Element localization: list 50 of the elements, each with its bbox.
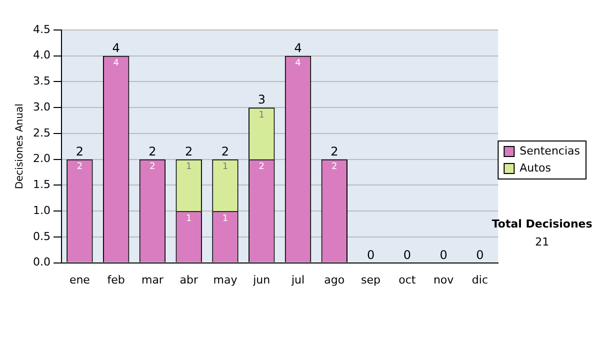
x-tick-label: oct [398, 273, 416, 286]
y-tick-label: 3.5 [32, 74, 50, 88]
total-label: 2 [148, 144, 156, 158]
total-label: 0 [476, 248, 484, 262]
y-tick-label: 3.0 [32, 100, 50, 114]
data-label: 4 [295, 58, 302, 69]
total-label: 0 [403, 248, 411, 262]
x-tick-label: jun [252, 273, 270, 286]
data-label: 2 [76, 162, 83, 172]
total-label: 2 [221, 144, 230, 158]
y-tick-label: 2.5 [32, 126, 50, 140]
total-label: 2 [330, 144, 338, 158]
data-label: 1 [222, 214, 228, 224]
data-label: 2 [332, 162, 338, 172]
x-tick-label: jul [290, 273, 305, 286]
y-tick-label: 4.0 [32, 48, 50, 62]
total-label: 4 [294, 40, 302, 55]
data-label: 2 [150, 162, 156, 172]
x-tick-label: sep [361, 273, 381, 286]
total-label: 4 [112, 40, 120, 55]
legend-label: Autos [520, 161, 552, 174]
y-tick-label: 0.5 [32, 230, 50, 243]
legend-label: Sentencias [520, 144, 580, 158]
x-tick-label: abr [180, 273, 198, 286]
y-tick-label: 0.0 [32, 256, 50, 269]
y-tick-label: 2.0 [32, 152, 50, 166]
y-tick-label: 4.5 [32, 22, 50, 36]
data-label: 1 [186, 162, 192, 172]
data-label: 1 [222, 162, 228, 172]
data-label: 1 [258, 110, 264, 120]
y-tick-label: 1.0 [32, 204, 50, 217]
x-tick-label: dic [472, 273, 488, 286]
x-tick-label: ago [324, 273, 345, 286]
data-label: 1 [186, 214, 192, 224]
x-tick-label: ene [69, 273, 90, 286]
x-tick-label: mar [141, 273, 164, 286]
y-axis-title: Decisiones Anual [14, 104, 26, 190]
x-tick-label: nov [433, 273, 454, 286]
y-tick-label: 1.5 [32, 178, 50, 192]
text: 21 [535, 235, 550, 248]
total-label: 2 [76, 144, 84, 158]
total-label: 0 [366, 248, 375, 262]
total-label: 0 [440, 248, 448, 262]
data-label: 2 [258, 162, 264, 172]
total-label: 2 [185, 144, 193, 158]
data-label: 4 [113, 58, 120, 69]
x-tick-label: may [213, 273, 238, 286]
annotation: Total Decisiones [492, 217, 593, 230]
x-tick-label: feb [107, 273, 125, 286]
total-label: 3 [258, 92, 266, 107]
